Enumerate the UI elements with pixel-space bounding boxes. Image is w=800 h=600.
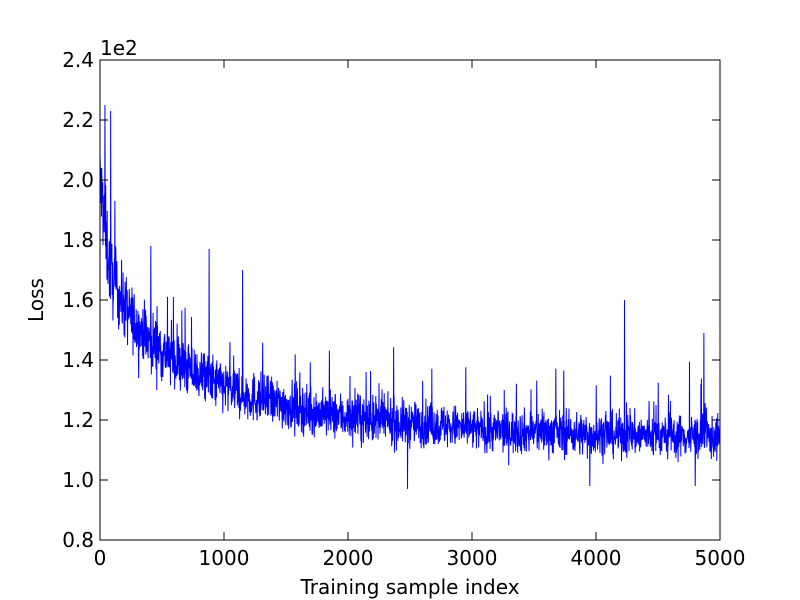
y-axis-ticks: 0.8 1.0 1.2 1.4 1.6 1.8 2.0 2.2 2.4 [62,48,720,552]
y-tick-label: 1.0 [62,468,94,492]
plot-area [100,60,720,540]
x-axis-title: Training sample index [299,575,519,599]
y-tick-label: 2.2 [62,108,94,132]
y-axis-title: Loss [24,278,48,322]
x-tick-label: 0 [94,546,107,570]
y-tick-label: 2.4 [62,48,94,72]
loss-series-line [99,104,721,490]
x-tick-label: 3000 [447,546,498,570]
y-tick-label: 0.8 [62,528,94,552]
y-tick-label: 1.6 [62,288,94,312]
y-tick-label: 1.2 [62,408,94,432]
x-axis-ticks: 0 1000 2000 3000 4000 5000 [94,60,746,570]
x-tick-label: 1000 [199,546,250,570]
y-tick-label: 2.0 [62,168,94,192]
y-tick-label: 1.4 [62,348,94,372]
x-tick-label: 5000 [695,546,746,570]
x-tick-label: 4000 [571,546,622,570]
y-axis-offset-label: 1e2 [100,36,138,60]
x-tick-label: 2000 [323,546,374,570]
y-tick-label: 1.8 [62,228,94,252]
